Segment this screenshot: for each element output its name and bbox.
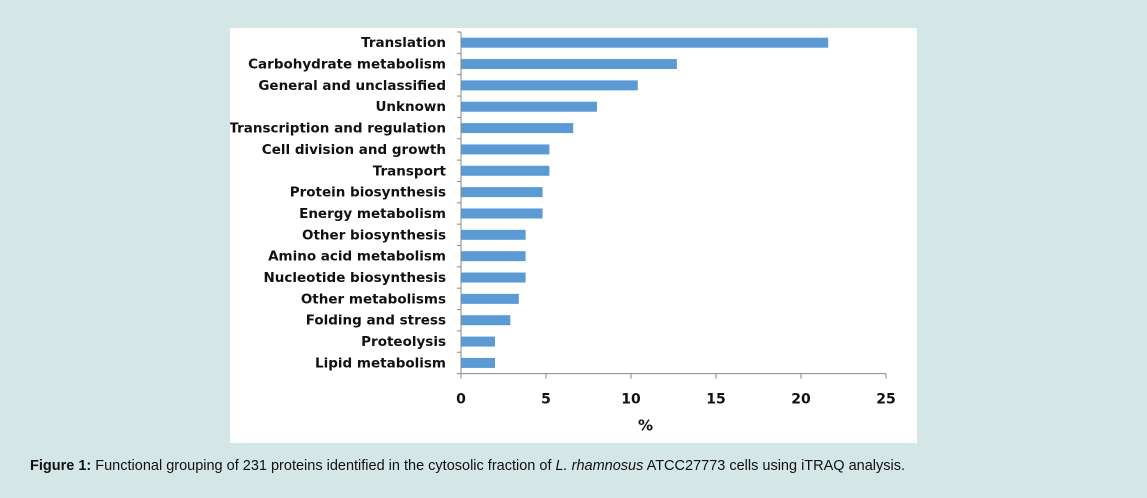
category-label: Nucleotide biosynthesis [263, 270, 446, 286]
caption-text-after: ATCC27773 cells using iTRAQ analysis. [643, 458, 906, 474]
bar-chart: Translation Carbohydrate metabolism Genera… [230, 31, 896, 435]
category-label: Transcription and regulation [230, 121, 446, 137]
x-axis-title: % [638, 417, 653, 435]
x-tick-label: 5 [541, 392, 551, 408]
category-label: Folding and stress [306, 313, 446, 329]
bar [461, 59, 677, 70]
bar [461, 80, 638, 91]
x-tick-label: 10 [621, 392, 641, 408]
bar [461, 37, 829, 48]
caption-label: Figure 1: [30, 458, 92, 474]
bar [461, 315, 511, 326]
category-label: Proteolysis [361, 334, 446, 350]
bar [461, 336, 495, 347]
x-tick-label: 15 [706, 392, 725, 408]
caption-text-before: Functional grouping of 231 proteins iden… [91, 458, 556, 474]
bar [461, 208, 543, 219]
category-label: Other biosynthesis [302, 227, 446, 243]
category-label: General and unclassified [258, 78, 446, 94]
x-tick-label: 0 [456, 392, 466, 408]
category-label: Lipid metabolism [315, 355, 446, 371]
bar [461, 229, 526, 240]
bar [461, 144, 550, 155]
bar [461, 187, 543, 198]
bar [461, 251, 526, 262]
chart-panel: Translation Carbohydrate metabolism Genera… [230, 28, 917, 443]
category-label: Amino acid metabolism [268, 249, 446, 265]
category-label: Unknown [375, 99, 446, 115]
figure-caption: Figure 1: Functional grouping of 231 pro… [30, 458, 905, 474]
bar [461, 123, 574, 134]
bar [461, 293, 519, 304]
bar [461, 357, 495, 368]
category-label: Transport [373, 163, 447, 179]
category-label: Energy metabolism [299, 206, 446, 222]
category-label: Protein biosynthesis [290, 185, 446, 201]
caption-species: L. rhamnosus [555, 458, 644, 474]
x-tick-label: 20 [791, 392, 811, 408]
category-label: Other metabolisms [301, 291, 446, 307]
category-label: Translation [361, 35, 446, 51]
bar [461, 272, 526, 283]
bar [461, 101, 597, 112]
bar [461, 165, 550, 176]
category-label: Carbohydrate metabolism [248, 57, 446, 73]
x-tick-label: 25 [876, 392, 895, 408]
category-label: Cell division and growth [262, 142, 446, 158]
